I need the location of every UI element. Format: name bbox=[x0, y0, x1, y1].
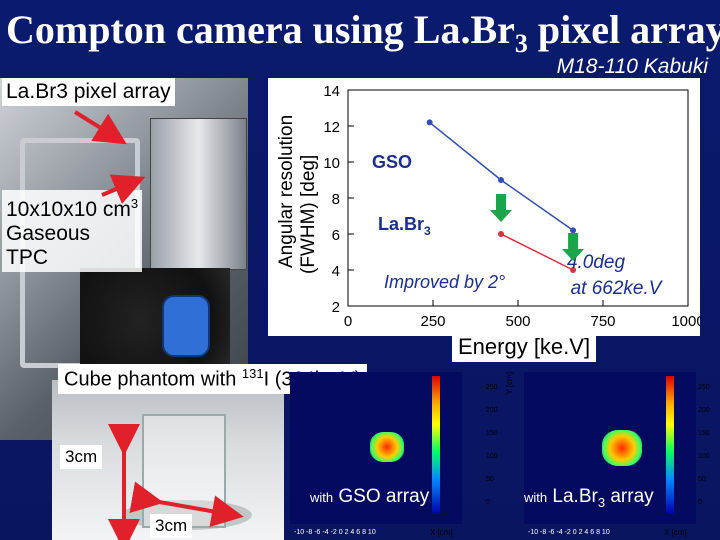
annotation-improved: Improved by 2° bbox=[384, 272, 505, 292]
annotation-gso: GSO bbox=[372, 152, 412, 172]
green-arrow-labr-head bbox=[490, 210, 512, 222]
chart-svg: Angular resolution (FWHM) [deg] 2 4 6 8 10 12… bbox=[276, 83, 705, 330]
labr-cbar-ticks: 250 200 150 100 50 0 bbox=[698, 376, 710, 514]
gso-cbar-50: 50 bbox=[486, 476, 494, 483]
slide-title: Compton camera using La.Br3 pixel array bbox=[6, 6, 720, 59]
gso-cbar-0: 0 bbox=[486, 499, 490, 506]
tpc-line2: Gaseous bbox=[6, 222, 91, 245]
data-point-gso bbox=[498, 177, 504, 183]
arrow-tpc bbox=[101, 174, 146, 204]
author: M18-110 Kabuki bbox=[556, 55, 708, 78]
y-label-line2: (FWHM) [deg] bbox=[298, 155, 319, 274]
gso-x-ticks: -10 -8 -6 -4 -2 0 2 4 6 8 10 bbox=[294, 529, 376, 536]
y-tick-label: 12 bbox=[323, 119, 340, 136]
annotation-value2: at 662ke.V bbox=[571, 278, 664, 299]
labr-colorbar bbox=[666, 376, 674, 514]
labr-x-axis-label: X [cm] bbox=[664, 528, 687, 537]
green-arrow-662-head bbox=[562, 249, 585, 261]
phantom-pre: Cube phantom with bbox=[64, 368, 242, 391]
gso-hotspot bbox=[370, 432, 404, 462]
data-point-labr bbox=[570, 267, 577, 273]
tpc-line3: TPC bbox=[6, 246, 48, 269]
series-line-labr bbox=[500, 233, 574, 271]
gso-cbar-100: 100 bbox=[486, 453, 498, 460]
data-point-gso bbox=[426, 119, 433, 126]
labr-caption-text: La.Br bbox=[547, 486, 598, 507]
arrow-dim-horizontal bbox=[129, 481, 244, 528]
gso-cbar-250: 250 bbox=[486, 384, 498, 391]
y-tick-label: 10 bbox=[323, 155, 340, 172]
tpc-label: 10x10x10 cm3 Gaseous TPC bbox=[2, 190, 143, 272]
y-label-line1: Angular resolution bbox=[276, 115, 297, 268]
y-tick-label: 6 bbox=[332, 227, 340, 244]
gso-caption: with GSO array bbox=[310, 486, 429, 508]
title-main: Compton camera using La.Br bbox=[6, 7, 515, 52]
gso-caption-text: GSO array bbox=[333, 486, 430, 507]
gso-cbar-200: 200 bbox=[486, 407, 498, 414]
labr-caption-sub: 3 bbox=[597, 494, 606, 510]
x-tick-label: 500 bbox=[505, 313, 530, 330]
green-arrow-labr-shaft bbox=[496, 194, 506, 210]
labr-caption: with La.Br3 array bbox=[524, 486, 654, 510]
gso-image: -10 -8 -6 -4 -2 0 2 4 6 8 10 bbox=[290, 372, 462, 536]
labr-caption-end: array bbox=[605, 486, 654, 507]
labr-image: -10 -8 -6 -4 -2 0 2 4 6 8 10 bbox=[524, 372, 696, 536]
labr-y-axis-label: Y [cm] bbox=[505, 372, 514, 395]
arrow-pixel-array bbox=[73, 110, 127, 145]
x-axis-label: Energy [ke.V] bbox=[452, 332, 597, 362]
gso-caption-with: with bbox=[310, 490, 334, 505]
phantom-sup: 131 bbox=[241, 366, 264, 381]
gso-colorbar bbox=[432, 376, 440, 514]
y-tick-label: 8 bbox=[332, 191, 340, 208]
x-tick-label: 1000 bbox=[671, 313, 700, 330]
annotation-value1: 4.0deg bbox=[567, 252, 626, 273]
labr-cbar-250: 250 bbox=[698, 384, 710, 391]
pixel-array-label: La.Br3 pixel array bbox=[2, 78, 175, 106]
labr-cbar-0: 0 bbox=[698, 499, 702, 506]
title-end: pixel array bbox=[527, 7, 720, 52]
labr-cbar-50: 50 bbox=[698, 476, 706, 483]
data-point-labr bbox=[498, 231, 504, 237]
plot-area: 246810121402505007501000GSOLa.Br3Improve… bbox=[323, 83, 704, 330]
resolution-chart: Angular resolution (FWHM) [deg] 2 4 6 8 10 12… bbox=[268, 78, 705, 336]
gso-cbar-150: 150 bbox=[486, 430, 498, 437]
x-tick-label: 750 bbox=[590, 313, 615, 330]
labr-cbar-150: 150 bbox=[698, 430, 710, 437]
gso-cbar-ticks: 250 200 150 100 50 0 bbox=[486, 376, 498, 514]
y-tick-label: 2 bbox=[332, 299, 340, 316]
x-tick-label: 250 bbox=[420, 313, 445, 330]
gso-x-axis-label: X [cm] bbox=[430, 528, 453, 537]
green-arrow-662-shaft bbox=[568, 233, 579, 249]
y-tick-label: 14 bbox=[323, 83, 340, 100]
labr-caption-with: with bbox=[524, 490, 548, 505]
dim-vertical: 3cm bbox=[60, 445, 103, 469]
data-point-gso bbox=[570, 227, 577, 234]
x-tick-label: 0 bbox=[344, 313, 352, 330]
blue-marker bbox=[162, 295, 210, 357]
labr-hotspot bbox=[602, 430, 642, 466]
labr-cbar-100: 100 bbox=[698, 453, 710, 460]
tpc-line1: 10x10x10 cm bbox=[6, 198, 131, 221]
labr-x-ticks: -10 -8 -6 -4 -2 0 2 4 6 8 10 bbox=[528, 529, 610, 536]
y-tick-label: 4 bbox=[332, 263, 340, 280]
title-sub: 3 bbox=[514, 29, 528, 58]
labr-cbar-200: 200 bbox=[698, 407, 710, 414]
